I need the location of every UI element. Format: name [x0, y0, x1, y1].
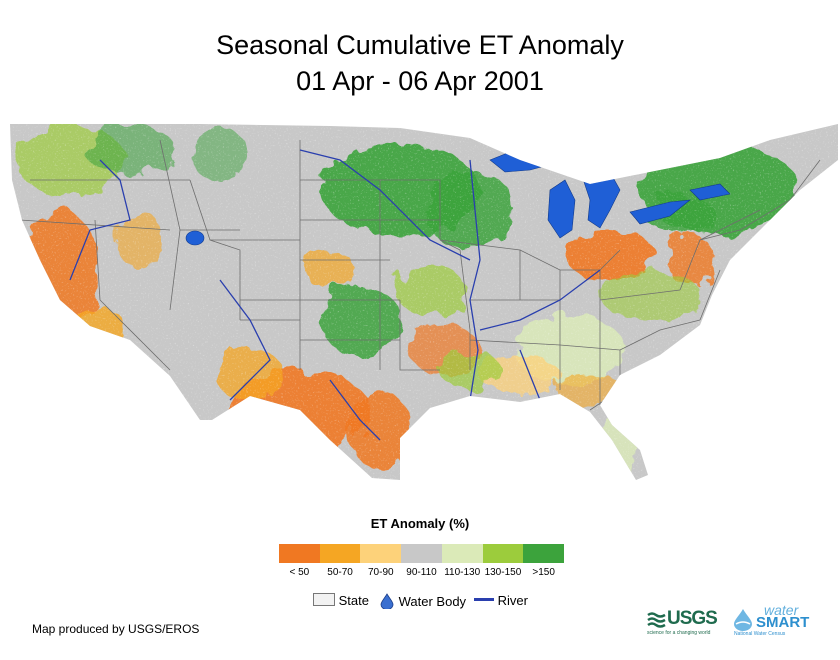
- map-credit: Map produced by USGS/EROS: [32, 622, 200, 636]
- legend-label: 110-130: [444, 567, 481, 578]
- legend-label: >150: [532, 567, 555, 578]
- map-title: Seasonal Cumulative ET Anomaly: [216, 30, 624, 60]
- legend-swatch: [279, 544, 320, 563]
- legend-labels: < 50 50-70 70-90 90-110 110-130 130-150 >150: [269, 567, 574, 581]
- water-body-legend-item: Water Body: [379, 593, 467, 610]
- conus-et-anomaly-map: [10, 124, 838, 480]
- state-boundaries: [19, 139, 821, 411]
- legend-swatch: [523, 544, 565, 563]
- legend-color-bar: [279, 544, 565, 563]
- state-swatch-icon: [313, 593, 335, 606]
- usgs-wave-icon: [647, 612, 666, 628]
- map-date-range: 01 Apr - 06 Apr 2001: [296, 66, 544, 96]
- legend-label: < 50: [289, 567, 310, 578]
- watersmart-drop-icon: [734, 609, 752, 631]
- usgs-tagline: science for a changing world: [647, 630, 711, 636]
- legend-label: 130-150: [484, 567, 522, 578]
- watersmart-water-text: water: [764, 602, 799, 618]
- map-land: [10, 124, 838, 480]
- river-legend-label: River: [497, 593, 528, 608]
- water-drop-icon: [380, 593, 394, 610]
- usgs-logo: USGS science for a changing world: [647, 608, 722, 636]
- legend-swatch: [441, 544, 483, 563]
- river-legend-item: River: [474, 593, 528, 608]
- legend-swatch: [360, 544, 402, 563]
- legend-swatch: [482, 544, 524, 563]
- water-body-legend-label: Water Body: [398, 594, 467, 609]
- legend-label: 70-90: [367, 567, 394, 578]
- watersmart-subtitle: National Water Census: [734, 631, 786, 637]
- legend-title: ET Anomaly (%): [370, 516, 470, 531]
- legend-swatch: [401, 544, 442, 563]
- legend-label: 90-110: [406, 567, 437, 578]
- state-legend-label: State: [338, 593, 369, 608]
- usgs-wordmark: USGS: [667, 608, 718, 629]
- state-legend-item: State: [313, 593, 369, 608]
- legend-label: 50-70: [327, 567, 353, 578]
- watersmart-logo: water SMART National Water Census: [728, 602, 818, 638]
- river-line-icon: [474, 598, 494, 601]
- watersmart-smart-text: SMART: [756, 614, 810, 631]
- legend-swatch: [319, 544, 361, 563]
